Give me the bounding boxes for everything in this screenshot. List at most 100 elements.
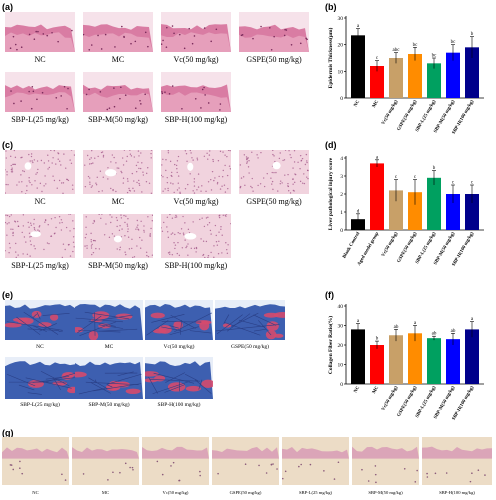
- x-tick-label: Vc(50 mg/kg): [381, 385, 399, 412]
- caption-sbp-m: SBP-M(50 mg/kg): [88, 402, 130, 408]
- y-axis-label: Epidermis Thickness(μm): [327, 28, 334, 89]
- significance-label: c: [471, 181, 474, 186]
- histology-image-mc: [72, 437, 139, 485]
- y-tick-label: 4: [340, 156, 343, 162]
- caption-sbp-h: SBP-H(100 mg/kg): [157, 402, 201, 408]
- x-tick-label: GSPE(50 mg/kg): [397, 99, 419, 132]
- panel-letter-a: (a): [2, 2, 13, 12]
- bar-6: [465, 47, 479, 98]
- histology-image-vc: [142, 437, 209, 485]
- bar-5: [446, 52, 460, 98]
- bar-1: [370, 163, 384, 230]
- y-tick-label: 30: [338, 324, 344, 330]
- chart-b-epidermis-thickness: 0 10 20 30 Epidermis Thickness(μm) a NC c MC abc V…: [318, 10, 494, 138]
- caption-gspe: GSPE(50 mg/kg): [229, 490, 262, 495]
- x-tick-label: SBP-L(25 mg/kg): [415, 99, 437, 133]
- histology-image-mc: [83, 12, 153, 52]
- bar-2: [389, 58, 403, 98]
- y-tick-label: 20: [338, 343, 344, 349]
- x-tick-label: NC: [353, 99, 361, 108]
- histology-image-nc: [5, 300, 75, 340]
- x-tick-label: NC: [353, 385, 361, 394]
- caption-vc: Vc(50 mg/kg): [173, 55, 219, 64]
- x-tick-label: MC: [372, 99, 381, 109]
- caption-gspe: GSPE(50 mg/kg): [230, 344, 270, 350]
- bar-5: [446, 194, 460, 230]
- histology-image-gspe: [215, 300, 285, 340]
- x-tick-label: Blank Control: [342, 231, 361, 260]
- caption-sbp-l: SBP-L(25 mg/kg): [11, 115, 69, 124]
- caption-sbp-h: SBP-H(100 mg/kg): [164, 115, 228, 124]
- histology-image-sbp-h: [161, 214, 231, 258]
- bar-6: [465, 194, 479, 230]
- caption-mc: MC: [104, 344, 114, 350]
- caption-nc: NC: [32, 490, 39, 495]
- significance-label: bc: [432, 54, 438, 59]
- caption-sbp-h: SBP-H(100 mg/kg): [439, 490, 475, 495]
- histology-image-gspe: [212, 437, 279, 485]
- bar-2: [389, 335, 403, 384]
- panel-letter-b: (b): [325, 2, 337, 12]
- significance-label: abc: [393, 48, 401, 53]
- significance-label: a: [471, 317, 474, 322]
- caption-vc: Vc(50 mg/kg): [173, 197, 219, 206]
- caption-sbp-h: SBP-H(100 mg/kg): [164, 261, 228, 270]
- caption-nc: NC: [34, 55, 46, 64]
- y-tick-label: 0: [340, 382, 343, 388]
- histology-image-vc: [145, 300, 213, 340]
- caption-gspe: GSPE(50 mg/kg): [246, 197, 302, 206]
- y-tick-label: 40: [338, 304, 344, 310]
- panel-letter-f: (f): [325, 290, 334, 300]
- histology-image-gspe: [239, 12, 309, 52]
- histology-image-gspe: [239, 150, 309, 194]
- histology-image-sbp-h: [145, 357, 213, 399]
- histology-image-sbp-l: [5, 214, 75, 258]
- bar-1: [370, 345, 384, 384]
- histology-image-sbp-l: [5, 357, 75, 399]
- caption-mc: MC: [101, 490, 110, 495]
- caption-gspe: GSPE(50 mg/kg): [246, 55, 302, 64]
- y-tick-label: 1: [340, 210, 343, 216]
- histology-image-sbp-m: [75, 357, 143, 399]
- chart-f-collagen-fiber-ratio: 0 10 20 30 40 Collagen Fiber Ratio(%) a NC b MC ab…: [318, 298, 494, 426]
- panel-letter-g: (g): [2, 428, 14, 438]
- y-tick-label: 3: [340, 174, 343, 180]
- y-tick-label: 0: [340, 96, 343, 102]
- x-tick-label: SBP-L(25 mg/kg): [415, 385, 437, 419]
- significance-label: a: [414, 321, 417, 326]
- significance-label: b: [433, 166, 436, 171]
- bar-3: [408, 54, 422, 98]
- chart-d-liver-injury-score: 0 1 2 3 4 Liver pathological injury score d Bla…: [318, 148, 494, 288]
- histology-image-sbp-l: [5, 72, 75, 112]
- y-tick-label: 20: [338, 43, 344, 49]
- x-tick-label: GSPE(50 mg/kg): [397, 231, 419, 264]
- x-tick-label: SBP-H(100 mg/kg): [452, 99, 476, 135]
- histology-image-sbp-l: [282, 437, 349, 485]
- bar-3: [408, 333, 422, 384]
- caption-sbp-l: SBP-L(25 mg/kg): [298, 490, 333, 495]
- caption-sbp-m: SBP-M(50 mg/kg): [368, 490, 403, 495]
- x-tick-label: Vc(50 mg/kg): [381, 99, 399, 126]
- caption-nc: NC: [34, 197, 46, 206]
- caption-sbp-m: SBP-M(50 mg/kg): [88, 261, 148, 270]
- histology-image-vc: [161, 150, 231, 194]
- histology-image-sbp-m: [83, 72, 153, 112]
- significance-label: a: [357, 24, 360, 29]
- bar-4: [427, 177, 441, 230]
- significance-label: a: [357, 319, 360, 324]
- y-tick-label: 0: [340, 228, 343, 234]
- x-tick-label: GSPE(50 mg/kg): [397, 385, 419, 418]
- bar-2: [389, 190, 403, 230]
- y-axis-label: Liver pathological injury score: [328, 157, 334, 230]
- histology-image-sbp-m: [83, 214, 153, 258]
- histology-image-nc: [2, 437, 69, 485]
- significance-label: d: [357, 209, 360, 214]
- chart-d-svg: 0 1 2 3 4 Liver pathological injury score d Bla…: [328, 155, 484, 267]
- panel-letter-c: (c): [2, 140, 13, 150]
- bar-4: [427, 338, 441, 384]
- caption-vc: Vc(50 mg/kg): [162, 490, 189, 495]
- bar-6: [465, 329, 479, 384]
- histology-image-nc: [5, 150, 75, 194]
- caption-sbp-l: SBP-L(25 mg/kg): [20, 402, 60, 408]
- significance-label: c: [395, 175, 398, 180]
